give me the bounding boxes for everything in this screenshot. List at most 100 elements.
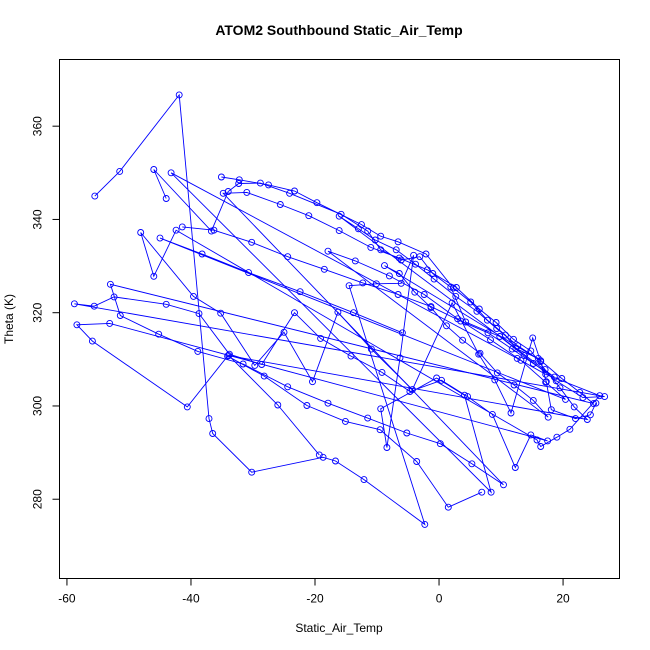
data-point	[478, 488, 486, 496]
series-layer	[70, 91, 609, 528]
data-point	[367, 243, 375, 251]
data-point	[276, 201, 284, 208]
data-point	[219, 189, 227, 197]
data-series	[70, 166, 609, 511]
data-point	[553, 433, 561, 441]
data-point	[511, 464, 519, 471]
data-point	[309, 378, 316, 386]
data-point	[421, 520, 429, 528]
data-point	[385, 272, 393, 280]
data-point	[534, 354, 542, 362]
data-point	[303, 402, 311, 409]
data-point	[239, 360, 247, 368]
data-point	[381, 262, 388, 270]
data-point	[359, 279, 367, 287]
data-series	[91, 91, 604, 528]
data-point	[248, 468, 256, 476]
data-point	[167, 169, 175, 177]
data-point	[438, 376, 445, 384]
y-tick-label: 360	[31, 116, 45, 136]
data-point	[422, 250, 430, 258]
data-point	[529, 334, 537, 342]
data-point	[377, 405, 385, 413]
data-point	[155, 330, 163, 338]
y-axis: 280 300 320 340 360	[31, 116, 60, 509]
data-point	[217, 173, 225, 181]
data-point	[341, 417, 349, 425]
data-point	[420, 291, 428, 298]
data-point	[467, 298, 475, 306]
data-point	[562, 395, 569, 403]
chart-title: ATOM2 Southbound Static_Air_Temp	[215, 22, 462, 38]
data-point	[427, 304, 435, 312]
data-point	[394, 238, 402, 246]
data-point	[335, 227, 343, 235]
data-point	[175, 91, 183, 99]
data-point	[488, 410, 496, 418]
data-point	[394, 291, 402, 298]
data-point	[332, 457, 339, 465]
data-point	[416, 253, 424, 261]
data-point	[371, 236, 379, 244]
data-point	[527, 431, 535, 439]
data-point	[475, 305, 483, 313]
data-point	[493, 325, 501, 333]
data-point	[209, 430, 217, 437]
data-point	[313, 199, 321, 207]
data-point	[576, 388, 584, 396]
data-point	[403, 429, 411, 437]
data-point	[345, 282, 353, 290]
data-point	[410, 251, 418, 259]
data-point	[590, 400, 597, 408]
data-point	[468, 460, 476, 468]
data-point	[284, 383, 292, 391]
data-point	[225, 352, 233, 360]
data-point	[351, 257, 359, 265]
data-point	[430, 275, 438, 283]
data-point	[500, 481, 507, 489]
data-point	[443, 322, 450, 330]
data-point	[473, 307, 481, 315]
x-tick-label: -60	[58, 592, 76, 606]
data-point	[106, 319, 114, 327]
data-point	[317, 334, 325, 342]
data-point	[324, 399, 332, 407]
x-tick-label: -20	[306, 592, 324, 606]
data-point	[566, 425, 574, 433]
data-point	[150, 272, 158, 280]
data-point	[320, 265, 328, 273]
y-tick-label: 300	[31, 396, 45, 416]
data-point	[156, 234, 164, 242]
data-point	[70, 300, 78, 308]
data-point	[464, 393, 472, 401]
data-point	[413, 458, 421, 465]
data-point	[224, 188, 232, 195]
data-point	[537, 443, 545, 450]
data-point	[513, 354, 521, 362]
data-point	[459, 336, 467, 344]
data-point	[291, 309, 298, 317]
data-point	[210, 226, 218, 234]
data-point	[487, 488, 495, 496]
data-point	[190, 292, 197, 300]
data-point	[436, 440, 444, 448]
data-point	[274, 401, 282, 409]
data-point	[586, 411, 594, 419]
y-axis-label: Theta (K)	[2, 294, 16, 344]
data-point	[395, 270, 403, 277]
data-point	[265, 181, 272, 189]
data-point	[162, 195, 170, 202]
data-point	[558, 375, 566, 382]
data-point	[116, 167, 124, 175]
data-point	[501, 331, 509, 339]
data-point	[449, 284, 457, 292]
data-point	[354, 225, 362, 233]
data-point	[248, 238, 256, 246]
data-point	[487, 336, 494, 344]
data-point	[537, 357, 545, 365]
data-point	[476, 349, 484, 357]
data-point	[542, 378, 550, 386]
data-point	[106, 280, 114, 288]
data-point	[493, 369, 501, 377]
data-point	[423, 266, 431, 274]
